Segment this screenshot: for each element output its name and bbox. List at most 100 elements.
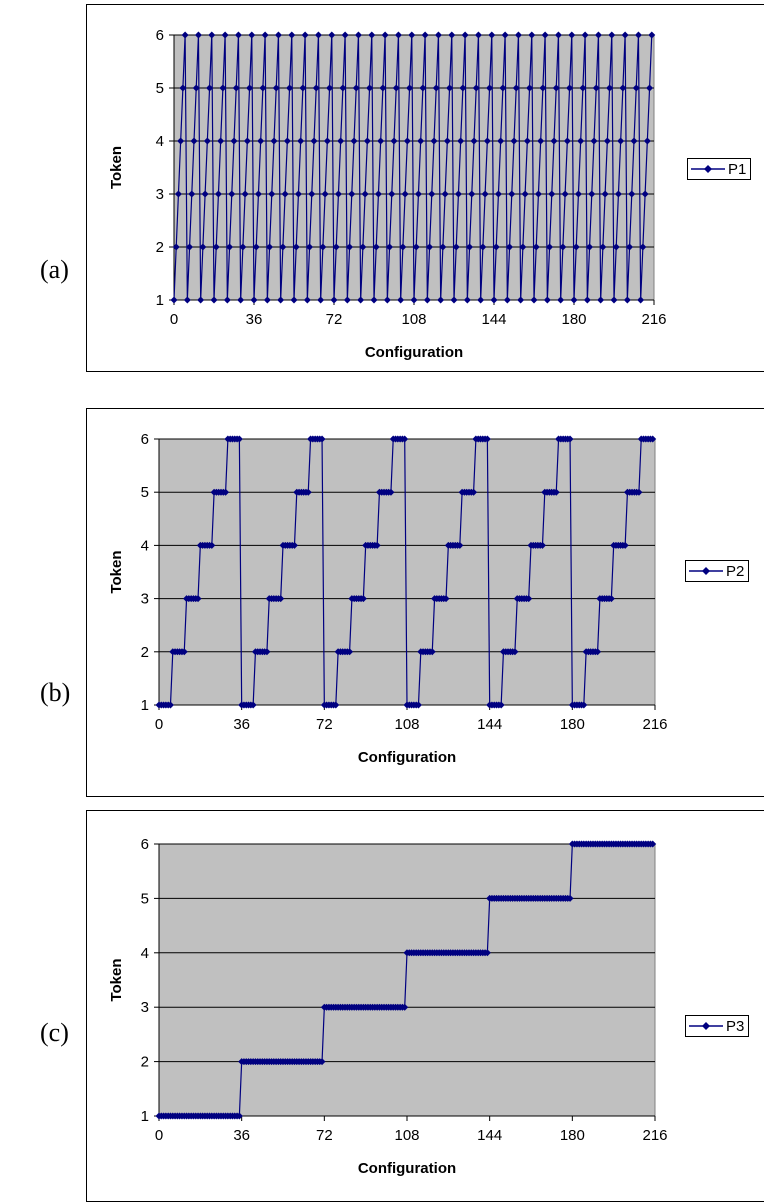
data-point — [359, 595, 367, 603]
data-point — [468, 190, 476, 198]
series-line-p3 — [159, 843, 653, 1117]
data-point — [194, 595, 202, 603]
data-point — [581, 31, 589, 39]
data-point — [541, 31, 549, 39]
data-point — [354, 31, 362, 39]
data-point — [314, 31, 322, 39]
data-point — [490, 296, 498, 304]
data-point — [308, 190, 316, 198]
data-point — [246, 84, 254, 92]
data-point — [399, 243, 407, 251]
data-point — [318, 1058, 326, 1066]
y-tick-label: 6 — [141, 431, 149, 448]
data-point — [470, 488, 478, 496]
data-point — [603, 137, 611, 145]
x-tick-label: 180 — [560, 1127, 585, 1144]
data-point — [348, 190, 356, 198]
x-tick-label: 144 — [477, 1127, 502, 1144]
data-point — [397, 296, 405, 304]
x-tick-label: 72 — [316, 1127, 333, 1144]
data-point — [334, 190, 342, 198]
data-point — [646, 84, 654, 92]
chart-frame-b: 1 2 3 4 5 6 0 36 72 108 144 180 216 Configuration Toke… — [86, 408, 764, 797]
data-point — [226, 243, 234, 251]
data-point — [537, 137, 545, 145]
data-point — [317, 296, 325, 304]
series-line-p2 — [159, 438, 653, 706]
data-point — [563, 137, 571, 145]
data-point — [607, 595, 615, 603]
data-point — [463, 296, 471, 304]
data-point — [417, 137, 425, 145]
x-tick-label: 216 — [641, 311, 666, 328]
data-point — [543, 296, 551, 304]
data-point — [232, 84, 240, 92]
data-point — [312, 84, 320, 92]
data-point — [363, 137, 371, 145]
data-point — [292, 243, 300, 251]
y-tick-label: 1 — [156, 292, 164, 309]
data-point — [501, 31, 509, 39]
y-axis-title: Token — [108, 550, 125, 593]
data-point — [243, 137, 251, 145]
data-point — [268, 190, 276, 198]
data-point — [332, 243, 340, 251]
data-point — [235, 435, 243, 443]
data-point — [437, 296, 445, 304]
data-point — [237, 296, 245, 304]
legend-a-label: P1 — [728, 160, 747, 178]
data-point — [318, 435, 326, 443]
y-tick-label: 3 — [141, 999, 149, 1016]
data-point — [241, 190, 249, 198]
data-point — [497, 701, 505, 709]
data-point — [346, 243, 354, 251]
data-point — [197, 296, 205, 304]
plot-area — [158, 843, 656, 1117]
data-point — [512, 84, 520, 92]
data-point — [263, 296, 271, 304]
legend-marker-icon — [689, 567, 723, 575]
chart-frame-a: 1 2 3 4 5 6 0 36 72 108 144 180 216 Configuration Toke… — [86, 4, 764, 372]
data-point — [263, 648, 271, 656]
data-point — [217, 137, 225, 145]
data-point — [442, 595, 450, 603]
data-point — [479, 243, 487, 251]
data-point — [279, 243, 287, 251]
data-point — [561, 190, 569, 198]
y-tick-label: 4 — [141, 537, 149, 554]
data-point — [281, 190, 289, 198]
legend-marker-icon — [689, 1022, 723, 1030]
chart-c-plot: 1 2 3 4 5 6 0 36 72 108 144 180 216 Configuration Toke… — [108, 836, 668, 1177]
data-point — [621, 541, 629, 549]
data-point — [466, 243, 474, 251]
data-point — [430, 137, 438, 145]
data-point — [212, 243, 220, 251]
data-point — [381, 31, 389, 39]
data-point — [379, 84, 387, 92]
data-point — [249, 701, 257, 709]
data-point — [450, 296, 458, 304]
data-point — [274, 31, 282, 39]
data-point — [372, 243, 380, 251]
data-point — [304, 488, 312, 496]
data-point — [630, 137, 638, 145]
x-tick-label: 0 — [155, 716, 163, 733]
data-point — [626, 243, 634, 251]
data-point — [259, 84, 267, 92]
data-point — [534, 190, 542, 198]
x-tick-label: 36 — [233, 1127, 250, 1144]
data-point — [568, 31, 576, 39]
data-point — [608, 31, 616, 39]
y-tick-label: 1 — [141, 697, 149, 714]
data-point — [426, 243, 434, 251]
data-point — [177, 137, 185, 145]
data-point — [323, 137, 331, 145]
data-point — [377, 137, 385, 145]
data-point — [174, 190, 182, 198]
data-point — [457, 137, 465, 145]
data-point — [481, 190, 489, 198]
data-point — [530, 296, 538, 304]
data-point — [517, 296, 525, 304]
data-point — [635, 488, 643, 496]
data-point — [346, 648, 354, 656]
